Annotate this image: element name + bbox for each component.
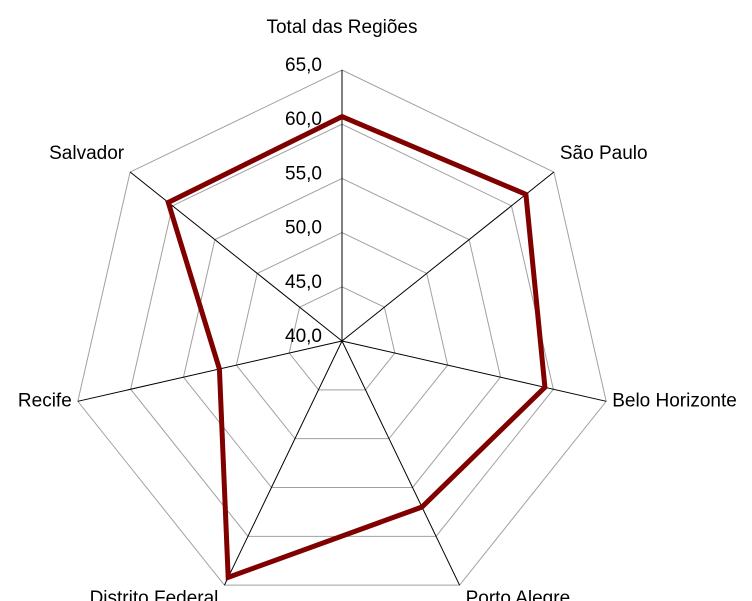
axis-spoke [341, 340, 461, 586]
grid-ring [182, 177, 502, 488]
series-line [165, 113, 548, 581]
r-tick-label: 40,0 [285, 326, 322, 347]
axis-spoke [341, 340, 607, 402]
grid-ring [288, 286, 396, 391]
r-tick-label: 50,0 [285, 218, 322, 239]
r-tick-label: 45,0 [285, 272, 322, 293]
category-label: Recife [18, 390, 72, 411]
axis-spoke [129, 171, 343, 342]
axis-spoke [341, 171, 555, 342]
axis-spoke [77, 340, 343, 402]
category-label: São Paulo [560, 143, 648, 164]
r-tick-label: 65,0 [285, 55, 322, 76]
axis-spoke [223, 340, 343, 586]
category-label: Distrito Federal [90, 588, 219, 601]
category-label: Salvador [49, 143, 125, 164]
category-label: Belo Horizonte [612, 390, 737, 411]
category-label: Porto Alegre [466, 588, 571, 601]
grid-ring [77, 69, 607, 586]
r-tick-label: 55,0 [285, 163, 322, 184]
r-tick-label: 60,0 [285, 109, 322, 130]
category-label: Total das Regiões [266, 17, 417, 38]
grid-ring [235, 232, 449, 440]
